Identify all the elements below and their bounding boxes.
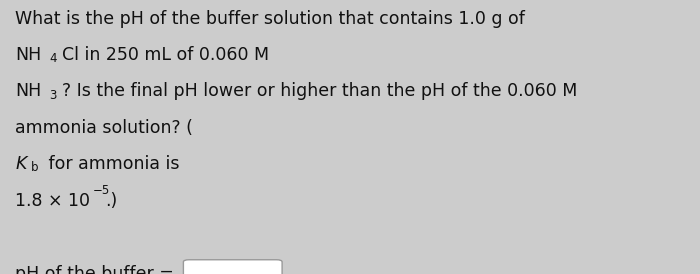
Text: 3: 3 xyxy=(49,89,57,101)
Text: Cl in 250 mL of 0.060 M: Cl in 250 mL of 0.060 M xyxy=(62,46,270,64)
Text: What is the pH of the buffer solution that contains 1.0 g of: What is the pH of the buffer solution th… xyxy=(15,10,525,28)
Text: for ammonia is: for ammonia is xyxy=(43,155,180,173)
Text: 1.8 × 10: 1.8 × 10 xyxy=(15,192,90,210)
Text: NH: NH xyxy=(15,46,42,64)
Text: K: K xyxy=(15,155,27,173)
Text: −5: −5 xyxy=(92,184,110,197)
Text: ? Is the final pH lower or higher than the pH of the 0.060 M: ? Is the final pH lower or higher than t… xyxy=(62,82,578,101)
Text: ammonia solution? (: ammonia solution? ( xyxy=(15,119,193,137)
Text: pH of the buffer =: pH of the buffer = xyxy=(15,265,180,274)
Text: .): .) xyxy=(105,192,118,210)
FancyBboxPatch shape xyxy=(183,260,282,274)
Text: b: b xyxy=(31,161,38,174)
Text: 4: 4 xyxy=(49,52,57,65)
Text: NH: NH xyxy=(15,82,42,101)
